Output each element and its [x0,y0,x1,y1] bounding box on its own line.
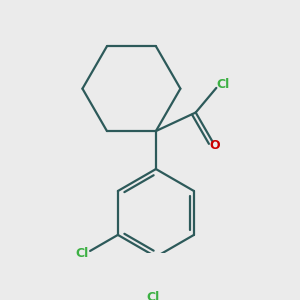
Text: Cl: Cl [147,291,160,300]
Text: Cl: Cl [75,247,88,260]
Text: O: O [210,140,220,152]
Text: Cl: Cl [217,78,230,91]
